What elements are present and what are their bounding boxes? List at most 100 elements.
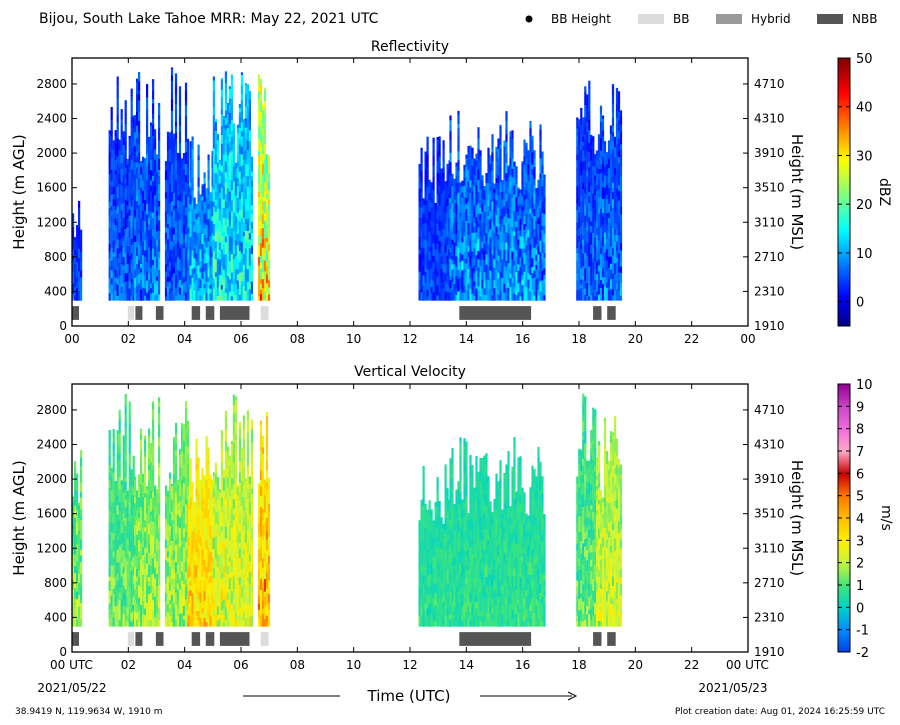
echo-cell [503, 183, 506, 191]
echo-cell [246, 281, 249, 291]
echo-cell [128, 587, 131, 598]
echo-cell [197, 190, 200, 203]
echo-cell [182, 605, 186, 616]
echo-cell [203, 610, 206, 618]
echo-cell [228, 496, 231, 502]
echo-cell [535, 260, 538, 266]
echo-cell [120, 292, 123, 301]
echo-cell [211, 562, 214, 572]
echo-cell [453, 222, 456, 234]
echo-cell [128, 255, 131, 265]
echo-cell [164, 518, 168, 528]
colorbar-tick-label: 20 [856, 198, 873, 213]
echo-cell [168, 603, 172, 609]
echo-cell [150, 190, 153, 203]
echo-cell [197, 577, 200, 588]
echo-cell [108, 152, 111, 164]
echo-cell [576, 290, 579, 297]
echo-cell [584, 86, 587, 93]
echo-cell [114, 135, 117, 144]
echo-cell [138, 204, 141, 218]
echo-cell [146, 115, 149, 127]
echo-cell [158, 277, 161, 291]
echo-cell [197, 556, 200, 568]
echo-cell [144, 508, 147, 521]
echo-cell [267, 181, 271, 190]
echo-cell [216, 275, 219, 288]
echo-cell [529, 186, 532, 199]
echo-cell [483, 210, 486, 219]
echo-cell [497, 157, 500, 165]
echo-cell [501, 218, 504, 227]
echo-cell [168, 195, 172, 204]
echo-cell [138, 259, 141, 269]
echo-cell [164, 578, 168, 584]
echo-cell [224, 498, 227, 507]
echo-cell [611, 157, 615, 171]
echo-cell [236, 124, 239, 128]
echo-cell [451, 198, 454, 204]
echo-cell [164, 559, 168, 571]
echo-cell [112, 600, 115, 612]
echo-cell [232, 165, 235, 177]
echo-cell [176, 525, 180, 533]
echo-cell [527, 200, 530, 211]
echo-cell [236, 132, 239, 147]
echo-cell [457, 204, 460, 214]
echo-cell [617, 222, 621, 236]
echo-cell [259, 198, 263, 211]
x-tick-label: 00 [740, 332, 755, 346]
echo-cell [485, 248, 488, 255]
echo-cell [214, 529, 217, 537]
echo-cell [605, 229, 609, 239]
echo-cell [263, 237, 267, 249]
echo-cell [203, 502, 206, 508]
echo-cell [590, 294, 593, 301]
echo-cell [116, 561, 119, 574]
echo-cell [124, 499, 127, 508]
echo-cell [214, 605, 217, 611]
echo-cell [178, 287, 182, 295]
echo-cell [174, 137, 178, 143]
echo-cell [611, 238, 615, 249]
echo-cell [118, 445, 121, 455]
colorbar-segment [838, 292, 850, 296]
echo-cell [211, 613, 214, 627]
echo-cell [126, 174, 129, 186]
echo-cell [576, 198, 579, 204]
echo-cell [112, 616, 115, 627]
echo-cell [146, 615, 149, 622]
echo-cell [455, 182, 458, 196]
echo-cell [78, 239, 81, 250]
echo-cell [503, 273, 506, 284]
echo-cell [118, 489, 121, 503]
echo-cell [186, 138, 190, 145]
echo-cell [224, 514, 227, 520]
echo-cell [189, 606, 192, 617]
echo-cell [174, 179, 178, 192]
echo-cell [459, 198, 462, 204]
echo-cell [201, 597, 204, 609]
echo-cell [201, 184, 204, 197]
echo-cell [176, 211, 180, 221]
echo-cell [201, 588, 204, 599]
echo-cell [168, 607, 172, 616]
echo-cell [72, 219, 75, 228]
echo-cell [184, 549, 188, 562]
echo-cell [234, 182, 237, 196]
echo-cell [250, 281, 253, 294]
echo-cell [459, 239, 462, 253]
echo-cell [453, 198, 456, 204]
echo-cell [222, 510, 225, 516]
echo-cell [214, 172, 217, 184]
echo-cell [150, 211, 153, 220]
echo-cell [236, 160, 239, 168]
echo-cell [130, 294, 133, 301]
colorbar-segment [838, 303, 850, 307]
echo-cell [505, 242, 508, 250]
echo-cell [168, 556, 172, 567]
echo-cell [78, 257, 81, 272]
echo-cell [578, 206, 581, 213]
echo-cell [617, 252, 621, 259]
echo-cell [216, 523, 219, 536]
